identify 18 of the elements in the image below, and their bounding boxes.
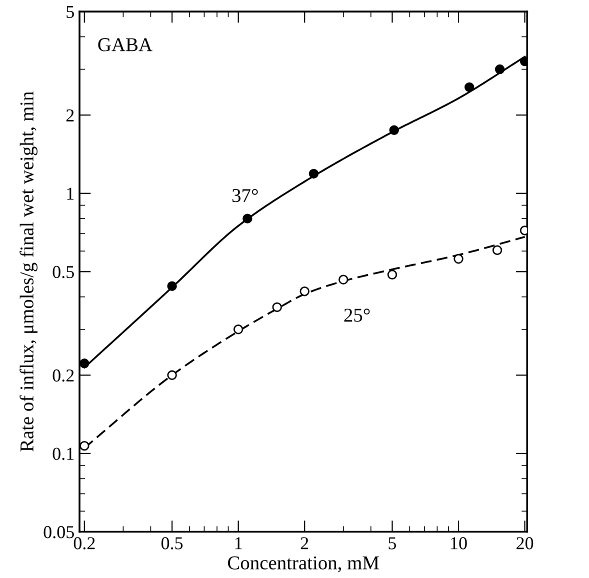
x-tick-label: 1	[235, 537, 242, 550]
y-tick-label: 5	[66, 6, 74, 18]
x-axis-title: Concentration, mM	[228, 556, 379, 572]
y-tick-label: 0.05	[44, 526, 74, 538]
y-tick-label: 1	[67, 188, 74, 200]
x-tick-label: 0.5	[161, 537, 183, 550]
x-tick-label: 5	[388, 537, 396, 550]
annotation: 37°	[232, 188, 258, 202]
y-tick-label: 0.1	[52, 448, 74, 460]
y-tick-label: 0.2	[52, 369, 74, 382]
x-tick-label: 10	[451, 537, 467, 550]
x-tick-label: 20	[516, 537, 534, 550]
annotation: GABA	[98, 38, 152, 52]
y-tick-label: 0.5	[52, 266, 74, 278]
y-axis-title: Rate of influx, μmoles/g final wet weight, min	[20, 92, 38, 452]
x-tick-label: 2	[300, 537, 308, 550]
y-tick-label: 2	[66, 109, 74, 122]
annotation: 25°	[344, 308, 370, 322]
